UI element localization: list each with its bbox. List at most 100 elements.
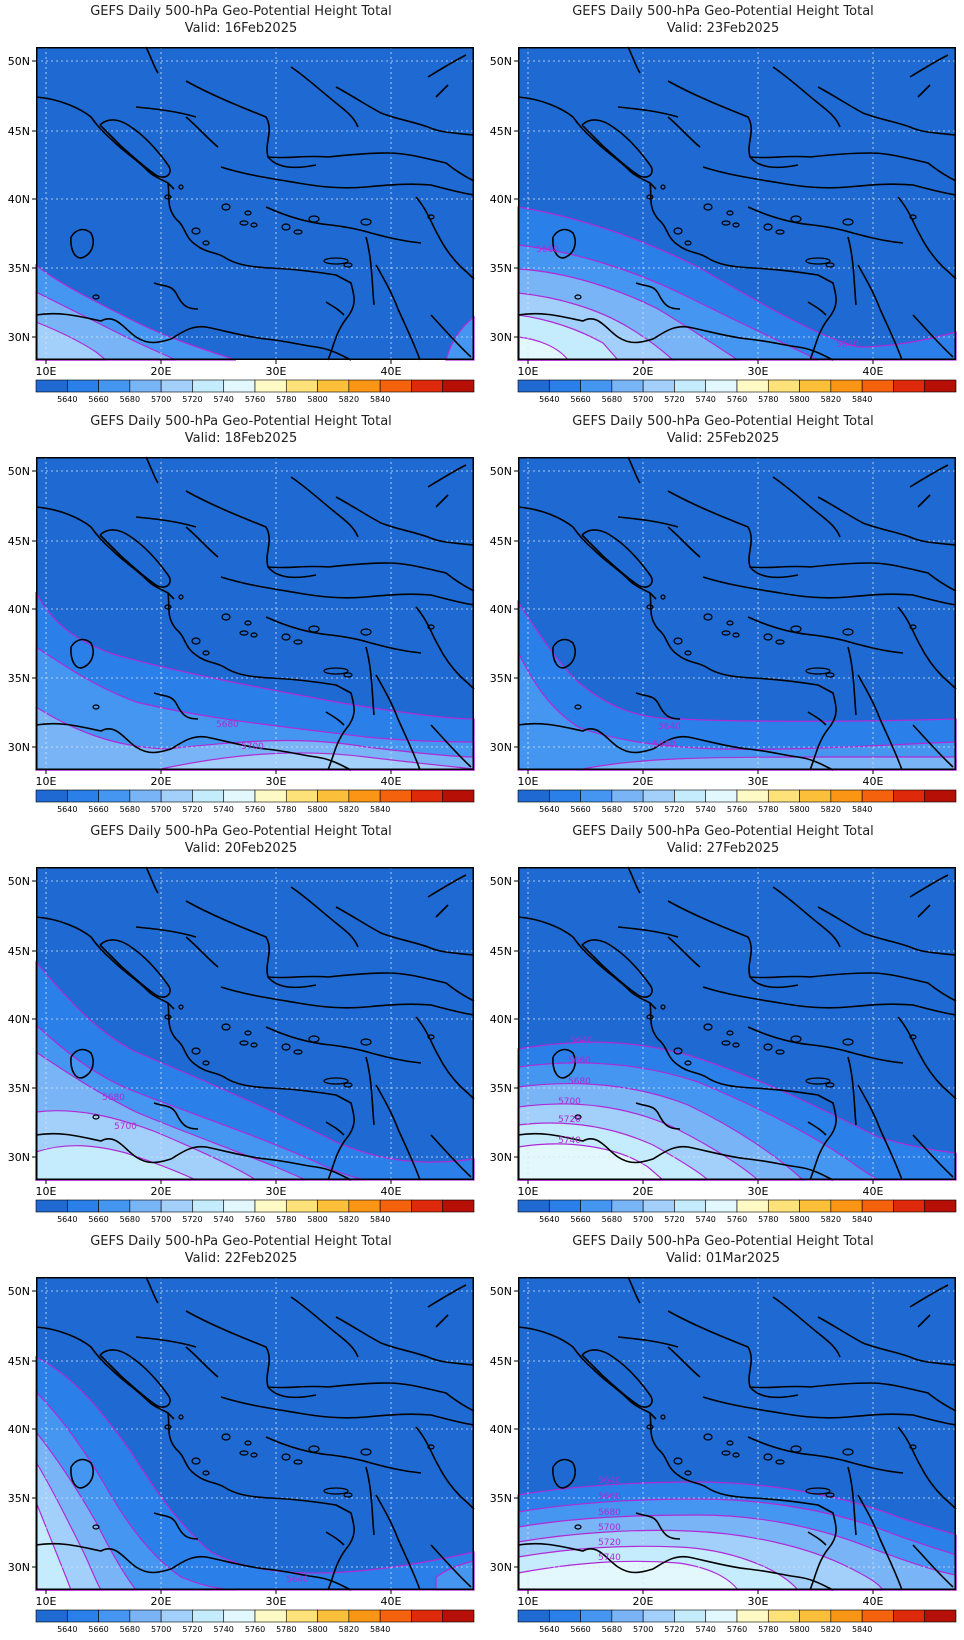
colorbar-swatch <box>348 1609 381 1623</box>
island-outline <box>281 1043 291 1051</box>
lon-tick-label: 20E <box>151 365 172 378</box>
island-outline <box>790 1035 802 1043</box>
lon-tick-label: 40E <box>863 775 884 788</box>
colorbar-swatch <box>129 1609 162 1623</box>
island-outline <box>427 624 435 630</box>
colorbar-swatch <box>799 789 832 803</box>
colorbar-label: 5820 <box>339 1625 359 1634</box>
island-outline <box>790 1445 802 1453</box>
contour-label: 5700 <box>558 1097 581 1107</box>
island-outline <box>646 1424 654 1430</box>
map-frame <box>36 1277 474 1590</box>
panel-title: GEFS Daily 500-hPa Geo-Potential Height … <box>572 1234 874 1249</box>
colorbar-label: 5720 <box>182 395 202 404</box>
island-outline <box>244 210 252 216</box>
contour-label: 5700 <box>114 1122 137 1132</box>
map-plot: 5680 5700 50N 45N 40N 35N 30N 10E 20E 30E 40E <box>8 866 475 1198</box>
colorbar-swatch <box>861 789 894 803</box>
coastline <box>847 236 857 306</box>
colorbar-label: 5780 <box>276 1215 296 1224</box>
map-plot: 5660 5640 50N 45N 40N 35N 30N 10E 20E 30E 40E <box>490 46 957 378</box>
contour-label: 5680 <box>598 1508 621 1518</box>
island-outline <box>646 194 654 200</box>
island-outline <box>763 223 773 231</box>
island-outline <box>909 1444 917 1450</box>
island-outline <box>825 1082 835 1088</box>
coastline <box>857 264 903 361</box>
coastline <box>135 516 219 558</box>
contour-label: 5740 <box>598 1553 621 1563</box>
coastline <box>627 866 799 989</box>
coastline <box>702 986 957 1016</box>
island-outline <box>825 672 835 678</box>
colorbar-swatch <box>580 789 613 803</box>
panel-valid-date: Valid: 27Feb2025 <box>666 841 780 856</box>
colorbar-label: 5740 <box>214 1625 234 1634</box>
island-outline <box>244 1440 252 1446</box>
contour-band <box>35 705 475 771</box>
island-outline <box>202 1060 210 1066</box>
colorbar-label: 5680 <box>602 395 622 404</box>
colorbar-label: 5720 <box>182 1625 202 1634</box>
colorbar-swatch <box>129 789 162 803</box>
panel-title: GEFS Daily 500-hPa Geo-Potential Height … <box>572 414 874 429</box>
island-outline <box>293 1459 303 1465</box>
coastline <box>167 1002 355 1181</box>
colorbar-swatch <box>223 789 256 803</box>
map-plot: 5640 5660 50N 45N 40N 35N 30N 10E 20E 30E 40E <box>490 456 957 788</box>
colorbar-swatch <box>705 1199 738 1213</box>
lat-tick-label: 40N <box>8 603 30 616</box>
coastline <box>35 722 352 771</box>
colorbar-label: 5820 <box>339 1215 359 1224</box>
colorbar-swatch <box>830 379 863 393</box>
island-outline <box>244 620 252 626</box>
coastline <box>415 1016 475 1100</box>
lon-tick-label: 30E <box>748 775 769 788</box>
colorbar-label: 5760 <box>245 395 265 404</box>
colorbar-label: 5800 <box>307 395 327 404</box>
contour-label: 5640 <box>658 722 681 732</box>
coastline <box>772 886 841 948</box>
colorbar-swatch <box>799 379 832 393</box>
coastline <box>649 1412 837 1591</box>
colorbar-label: 5680 <box>602 1215 622 1224</box>
colorbar-label: 5640 <box>539 805 559 814</box>
coastline <box>265 616 422 654</box>
lat-tick-label: 30N <box>490 741 512 754</box>
colorbar-swatch <box>580 1199 613 1213</box>
colorbar-swatch <box>736 379 769 393</box>
coastline <box>267 562 475 592</box>
coastline <box>749 562 957 592</box>
colorbar-swatch <box>98 789 131 803</box>
map-frame <box>36 457 474 770</box>
lon-tick-label: 20E <box>633 775 654 788</box>
contour-label: 5720 <box>558 1115 581 1125</box>
coastline <box>807 1531 827 1546</box>
colorbar-label: 5800 <box>789 805 809 814</box>
island-outline <box>293 639 303 645</box>
map-panel-0: GEFS Daily 500-hPa Geo-Potential Height … <box>0 0 482 410</box>
colorbar-swatch <box>192 789 225 803</box>
contour-label: 5660 <box>653 740 676 750</box>
colorbar-swatch <box>411 1199 444 1213</box>
lat-tick-label: 30N <box>8 331 30 344</box>
island-outline <box>763 1453 773 1461</box>
island-outline <box>323 257 349 265</box>
colorbar-swatch <box>767 1609 800 1623</box>
lon-tick-label: 40E <box>381 365 402 378</box>
lon-tick-label: 20E <box>151 1595 172 1608</box>
contour-label: 5680 <box>102 1093 125 1103</box>
island-outline <box>726 620 734 626</box>
lat-tick-label: 50N <box>490 875 512 888</box>
colorbar-swatch <box>548 1199 581 1213</box>
lat-tick-label: 40N <box>8 193 30 206</box>
coastline <box>325 1531 345 1546</box>
contour-label: 5640 <box>836 340 859 350</box>
island-outline <box>732 1452 740 1458</box>
coastline <box>517 1132 834 1181</box>
island-outline <box>775 639 785 645</box>
coastline <box>35 96 175 190</box>
lat-tick-label: 40N <box>490 193 512 206</box>
map-panel-1: GEFS Daily 500-hPa Geo-Potential Height … <box>482 0 964 410</box>
colorbar-label: 5640 <box>539 1625 559 1634</box>
